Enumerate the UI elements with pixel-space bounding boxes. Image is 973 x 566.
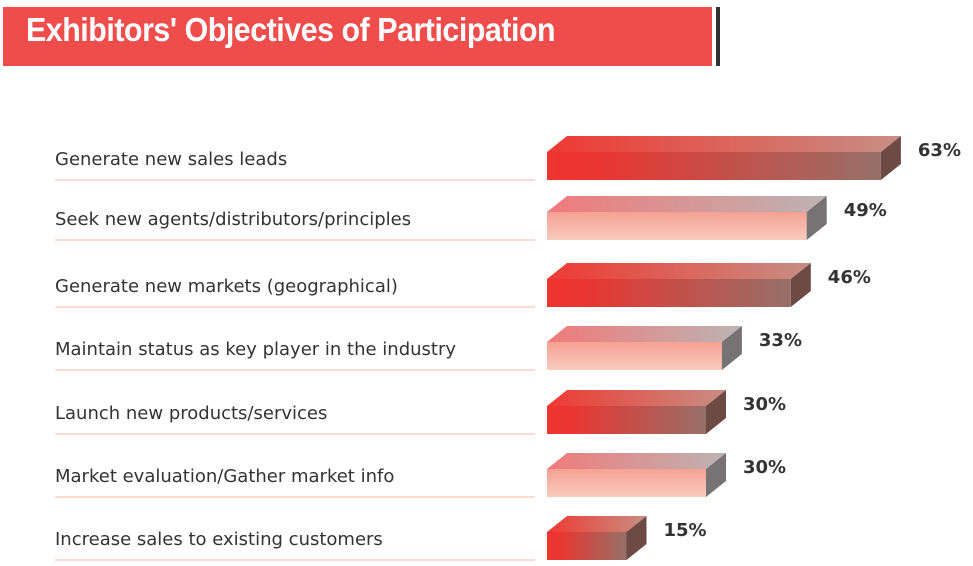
value-label: 15% — [664, 520, 707, 541]
category-label: Market evaluation/Gather market info — [55, 466, 394, 487]
category-label: Seek new agents/distributors/principles — [55, 209, 411, 230]
bar-group: Maintain status as key player in the ind… — [55, 326, 802, 371]
bar-group: Launch new products/services 30% — [55, 390, 786, 435]
bar — [547, 342, 722, 370]
bar-top — [547, 390, 726, 406]
bar-group: Market evaluation/Gather market info 30% — [55, 453, 786, 498]
bar-group: Generate new sales leads 63% — [55, 136, 961, 181]
category-label: Generate new markets (geographical) — [55, 276, 398, 297]
value-label: 33% — [759, 330, 802, 351]
bar-top — [547, 136, 901, 152]
bar-group: Generate new markets (geographical) 46% — [55, 263, 871, 308]
value-label: 30% — [743, 457, 786, 478]
bar-side — [790, 263, 811, 307]
bar — [547, 469, 706, 497]
value-label: 49% — [844, 200, 887, 221]
bar-side — [880, 136, 901, 180]
bar-top — [547, 196, 827, 212]
bar-top — [547, 263, 811, 279]
value-label: 46% — [828, 267, 871, 288]
bar-top — [547, 453, 726, 469]
category-label: Increase sales to existing customers — [55, 529, 383, 550]
bar-side — [706, 453, 726, 497]
value-label: 30% — [743, 394, 786, 415]
title-accent-bar — [716, 7, 720, 66]
title-banner — [3, 7, 712, 66]
bar-top — [547, 516, 647, 532]
bar-side — [626, 516, 647, 560]
bar — [547, 152, 881, 180]
bar-group: Increase sales to existing customers 15% — [55, 516, 707, 561]
bar — [547, 212, 807, 240]
category-label: Maintain status as key player in the ind… — [55, 339, 456, 360]
value-label: 63% — [918, 140, 961, 161]
chart-title: Exhibitors' Objectives of Participation — [26, 11, 556, 48]
bar-group: Seek new agents/distributors/principles 4… — [55, 196, 887, 241]
category-label: Generate new sales leads — [55, 149, 287, 170]
bar — [547, 532, 627, 560]
bar-side — [721, 326, 742, 370]
bar-side — [706, 390, 726, 434]
bar — [547, 406, 706, 434]
category-label: Launch new products/services — [55, 403, 327, 424]
bar — [547, 279, 791, 307]
bar-top — [547, 326, 742, 342]
bar-side — [806, 196, 827, 240]
